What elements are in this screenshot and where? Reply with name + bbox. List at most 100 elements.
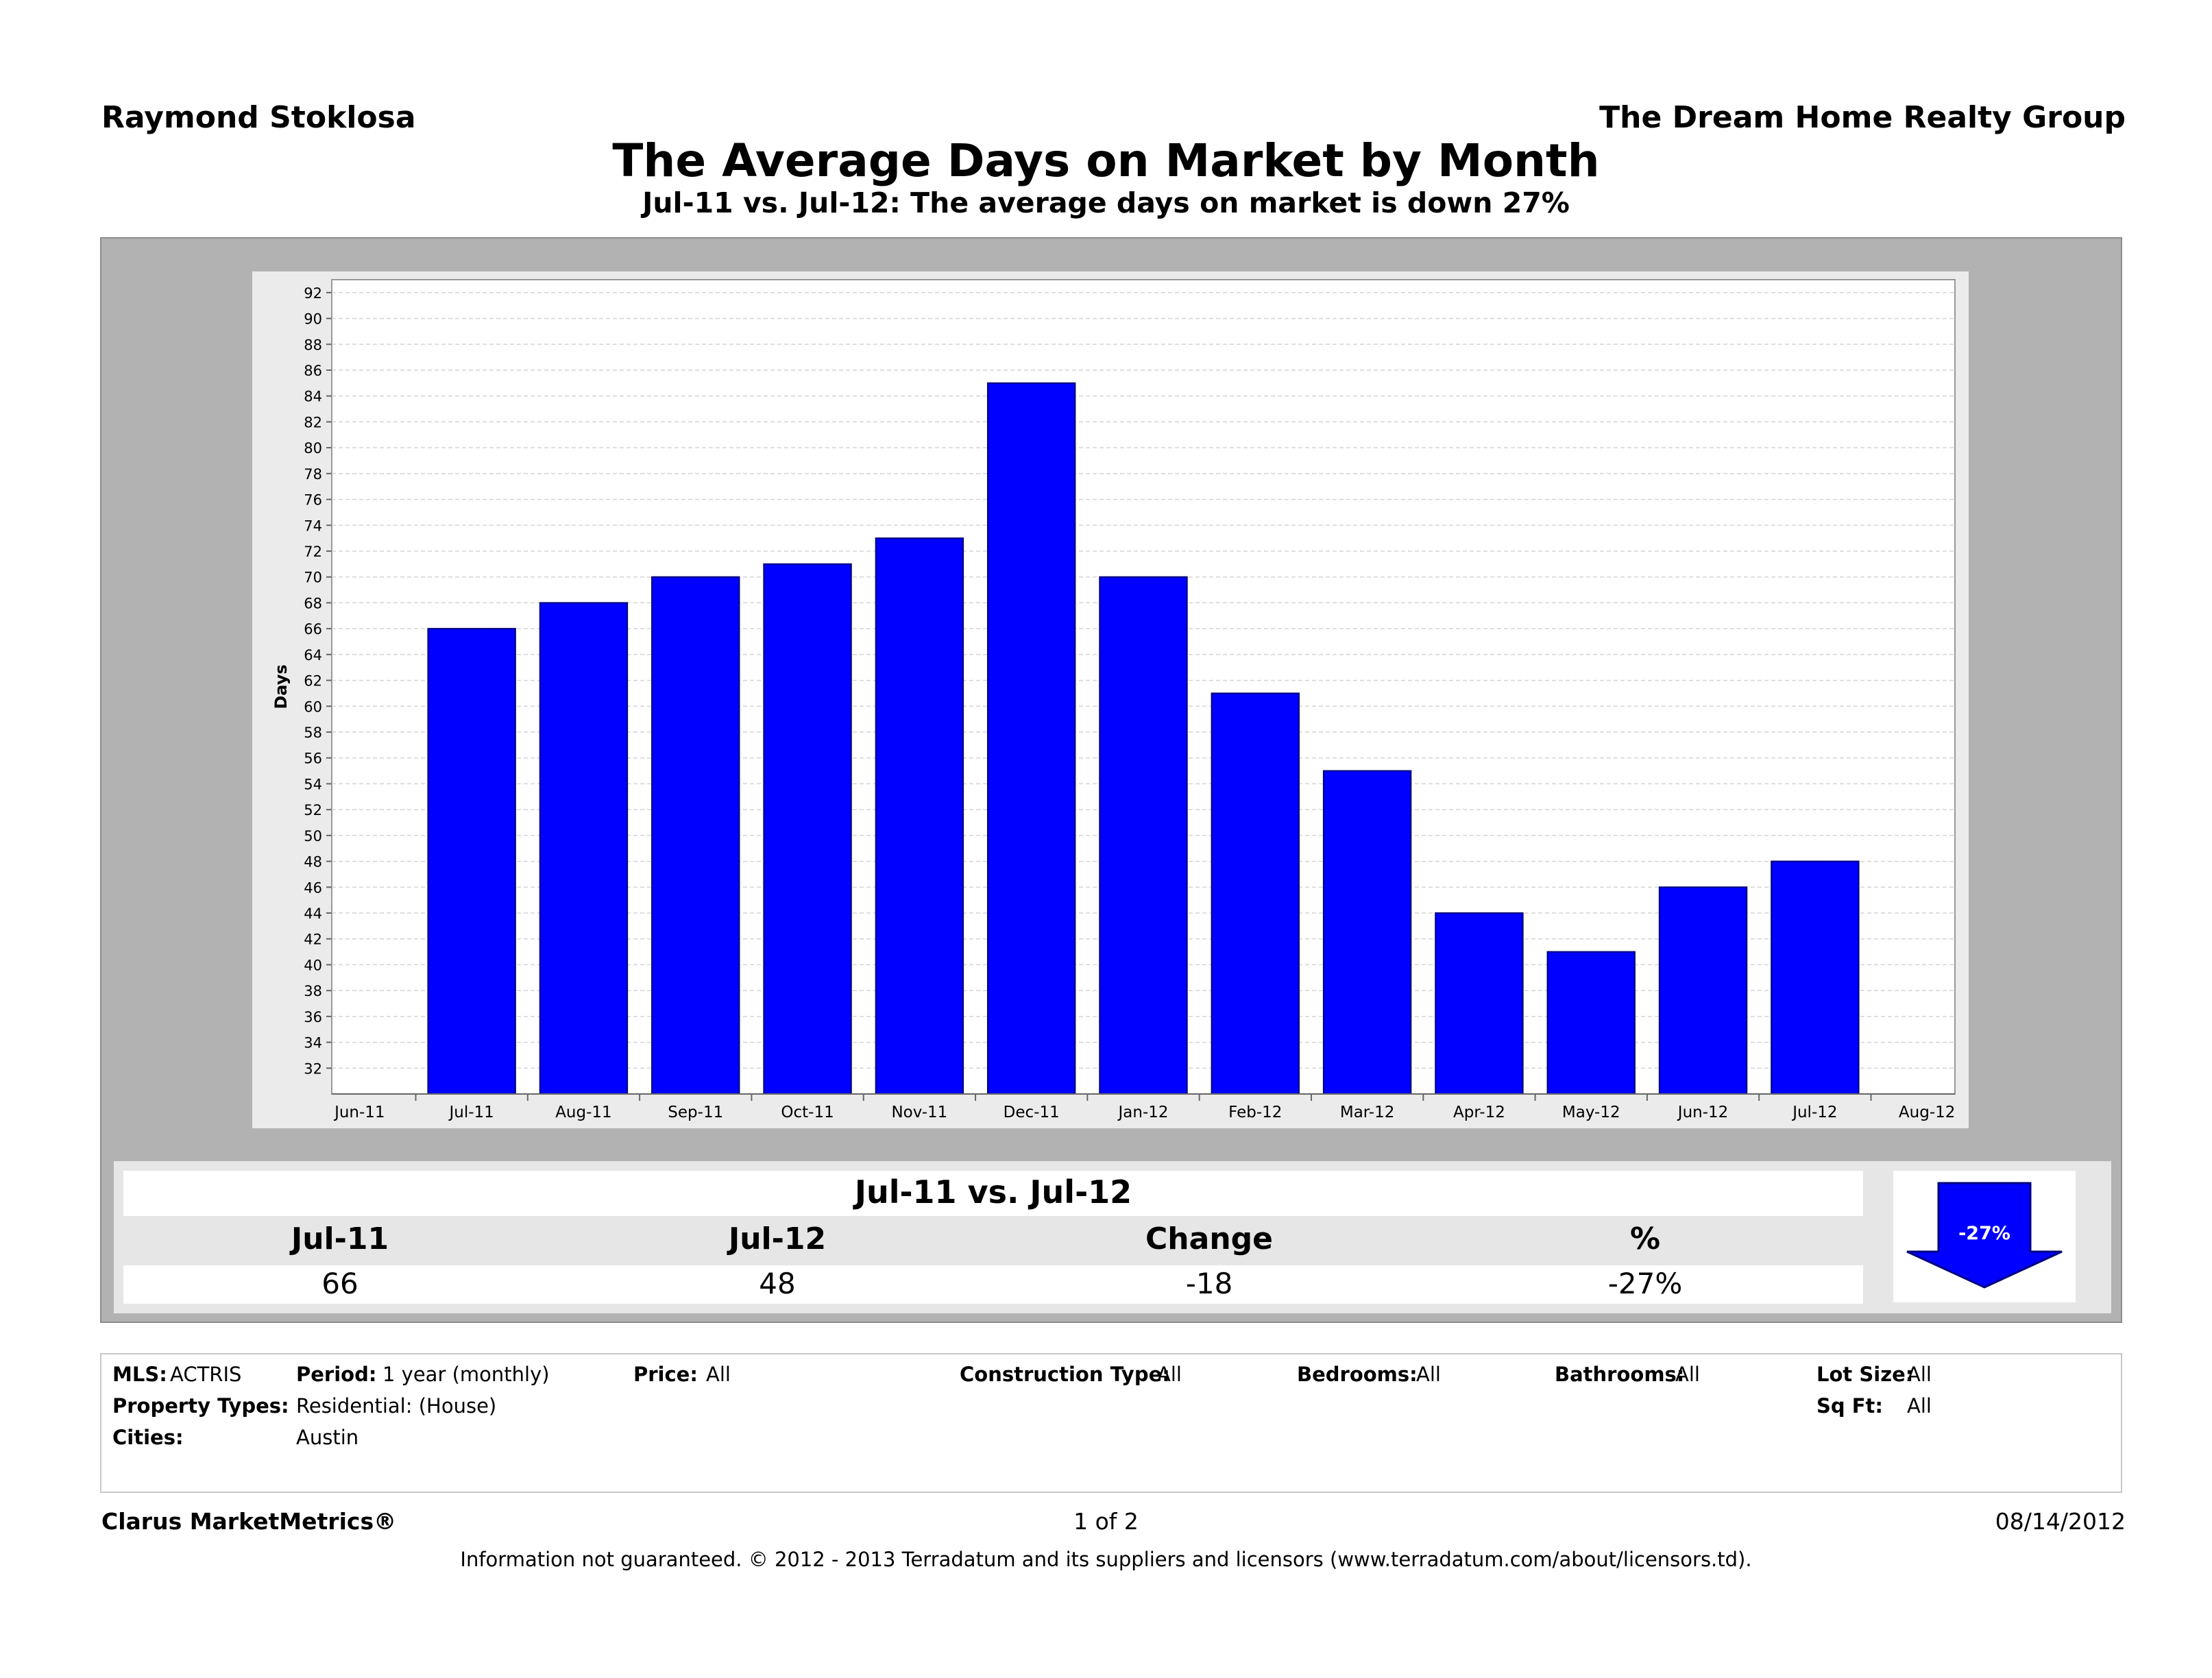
x-tick-label: Jul-12 <box>1791 1104 1837 1121</box>
bar-chart: 32 34 36 38 40 42 44 46 48 50 52 54 56 58 60 62 64 66 68 70… <box>271 279 1956 1121</box>
bar <box>539 602 629 1095</box>
filter-panel: MLS: ACTRIS Period: 1 year (monthly) Pri… <box>100 1353 2122 1493</box>
summary-value-jul12: 48 <box>759 1267 796 1300</box>
summary-header-percent: % <box>1629 1221 1661 1256</box>
bar <box>1546 951 1636 1095</box>
x-tick-label: Nov-11 <box>891 1104 947 1121</box>
agent-name: Raymond Stoklosa <box>101 100 416 135</box>
y-tick-label: 36 <box>304 1009 322 1025</box>
property-types-label: Property Types: <box>112 1394 289 1418</box>
bar <box>1658 886 1748 1095</box>
bar <box>1322 770 1412 1095</box>
y-tick-label: 72 <box>304 544 322 560</box>
y-tick-label: 82 <box>304 414 322 430</box>
chart-title: The Average Days on Market by Month <box>612 134 1600 187</box>
period-value: 1 year (monthly) <box>382 1363 550 1386</box>
x-tick-label: Dec-11 <box>1004 1104 1060 1121</box>
summary-title-box <box>123 1171 1863 1216</box>
x-tick-label: Aug-12 <box>1899 1104 1955 1121</box>
y-tick-label: 78 <box>304 466 322 483</box>
y-tick-label: 90 <box>304 311 322 328</box>
x-tick-label: May-12 <box>1562 1104 1620 1121</box>
chart-subtitle: Jul-11 vs. Jul-12: The average days on m… <box>642 186 1570 219</box>
down-arrow-icon: -27% <box>1906 1182 2063 1289</box>
y-tick-label: 32 <box>304 1060 322 1077</box>
cities-value: Austin <box>296 1426 359 1449</box>
x-tick-label: Jul-11 <box>448 1104 494 1121</box>
bar <box>651 576 740 1095</box>
lotsize-label: Lot Size: <box>1816 1363 1914 1386</box>
y-tick-label: 84 <box>304 389 322 405</box>
y-tick-label: 34 <box>304 1035 322 1051</box>
y-tick-label: 70 <box>304 570 322 586</box>
bar <box>1211 692 1300 1095</box>
y-tick-label: 60 <box>304 698 322 715</box>
y-tick-label: 40 <box>304 957 322 973</box>
x-tick-label: Jan-12 <box>1117 1104 1168 1121</box>
y-tick-label: 80 <box>304 440 322 457</box>
y-tick-label: 56 <box>304 751 322 767</box>
summary-value-percent: -27% <box>1607 1267 1683 1300</box>
bathrooms-value: All <box>1675 1363 1700 1386</box>
bathrooms-label: Bathrooms: <box>1555 1363 1685 1386</box>
y-tick-label: 46 <box>304 879 322 896</box>
cities-label: Cities: <box>112 1426 184 1449</box>
bar <box>1771 860 1860 1095</box>
x-tick-label: Jun-11 <box>333 1104 385 1121</box>
x-tick-label: Jun-12 <box>1677 1104 1729 1121</box>
y-tick-label: 86 <box>304 363 322 379</box>
y-tick-label: 52 <box>304 802 322 818</box>
y-tick-label: 74 <box>304 518 322 534</box>
sqft-label: Sq Ft: <box>1816 1394 1884 1418</box>
y-tick-label: 50 <box>304 828 322 844</box>
y-tick-label: 66 <box>304 621 322 637</box>
lotsize-value: All <box>1907 1363 1932 1386</box>
footer-brand: Clarus MarketMetrics® <box>101 1508 397 1535</box>
y-tick-label: 38 <box>304 983 322 999</box>
trend-arrow-box: -27% <box>1893 1171 2076 1302</box>
summary-title: Jul-11 vs. Jul-12 <box>854 1174 1132 1211</box>
company-name: The Dream Home Realty Group <box>1599 100 2126 135</box>
construction-label: Construction Type: <box>960 1363 1170 1386</box>
disclaimer: Information not guaranteed. © 2012 - 201… <box>460 1548 1752 1571</box>
trend-arrow-label: -27% <box>1958 1223 2010 1244</box>
y-tick-label: 92 <box>304 285 322 302</box>
property-types-value: Residential: (House) <box>296 1394 497 1418</box>
y-tick-label: 42 <box>304 932 322 948</box>
x-tick-label: Sep-11 <box>668 1104 723 1121</box>
summary-value-jul11: 66 <box>321 1267 358 1300</box>
mls-value: ACTRIS <box>170 1363 242 1386</box>
y-tick-label: 62 <box>304 673 322 690</box>
price-label: Price: <box>633 1363 698 1386</box>
x-tick-label: Feb-12 <box>1228 1104 1282 1121</box>
y-axis-label: Days <box>271 664 291 709</box>
report-date: 08/14/2012 <box>1995 1508 2126 1535</box>
y-tick-label: 68 <box>304 595 322 611</box>
period-label: Period: <box>296 1363 377 1386</box>
page-indicator: 1 of 2 <box>1073 1508 1139 1535</box>
bar <box>427 628 516 1095</box>
bedrooms-value: All <box>1416 1363 1441 1386</box>
price-value: All <box>706 1363 731 1386</box>
sqft-value: All <box>1907 1394 1932 1418</box>
y-tick-label: 58 <box>304 725 322 741</box>
bar <box>875 537 964 1095</box>
summary-header-jul11: Jul-11 <box>291 1221 389 1256</box>
y-tick-label: 44 <box>304 905 322 922</box>
summary-header-change: Change <box>1145 1221 1273 1256</box>
x-tick-label: Mar-12 <box>1340 1104 1395 1121</box>
y-tick-label: 76 <box>304 492 322 509</box>
summary-values-box <box>123 1265 1863 1304</box>
summary-value-change: -18 <box>1185 1267 1233 1300</box>
construction-value: All <box>1157 1363 1182 1386</box>
bar <box>1099 576 1188 1095</box>
bar <box>763 563 852 1095</box>
summary-header-jul12: Jul-12 <box>728 1221 827 1256</box>
bar <box>986 382 1076 1095</box>
y-tick-label: 48 <box>304 854 322 871</box>
x-tick-label: Aug-11 <box>555 1104 611 1121</box>
mls-label: MLS: <box>112 1363 167 1386</box>
y-tick-label: 64 <box>304 647 322 664</box>
x-tick-label: Oct-11 <box>781 1104 834 1121</box>
y-tick-label: 54 <box>304 776 322 792</box>
